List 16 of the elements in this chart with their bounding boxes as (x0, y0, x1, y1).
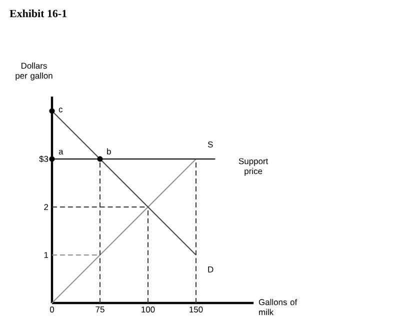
series-label: D (208, 266, 214, 272)
x-tick-label: 75 (96, 306, 104, 312)
x-tick-label: 100 (142, 306, 155, 313)
series-label: S (208, 141, 213, 148)
ref-line-label: Support price (238, 158, 268, 176)
annotation: a (58, 150, 64, 154)
y-tick-label: 1 (44, 252, 48, 258)
y-tick-label: 2 (44, 204, 48, 210)
x-axis-title: Gallons of milk (258, 298, 298, 316)
annotation: c (58, 108, 63, 112)
x-tick-label: 0 (50, 306, 54, 313)
y-tick-label: $3 (39, 156, 48, 162)
chart-title: Exhibit 16-1 (10, 10, 66, 18)
annotation: b (107, 148, 111, 154)
x-tick-label: 150 (190, 306, 203, 313)
y-axis-title: Dollars per gallon (16, 62, 52, 80)
